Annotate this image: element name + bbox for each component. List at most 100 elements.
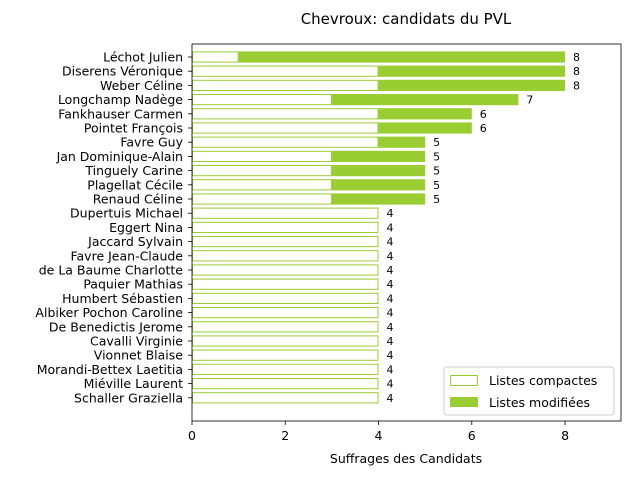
y-tick-label: Paquier Mathias xyxy=(83,277,183,292)
x-tick-label: 0 xyxy=(188,428,196,443)
y-tick-label: Schaller Graziella xyxy=(74,390,183,405)
data-label: 8 xyxy=(573,65,580,78)
y-tick-label: Tinguely Carine xyxy=(84,163,183,178)
bar-compact xyxy=(192,165,332,177)
y-tick-label: Jan Dominique-Alain xyxy=(56,149,183,164)
bar-compact xyxy=(192,349,379,361)
bar-compact xyxy=(192,136,379,148)
x-axis-label: Suffrages des Candidats xyxy=(330,451,482,466)
y-tick-label: Plagellat Cécile xyxy=(87,177,183,192)
x-tick-label: 8 xyxy=(561,428,569,443)
y-tick-label: Weber Céline xyxy=(100,78,183,93)
y-tick-label: Favre Guy xyxy=(120,135,183,150)
chart-title: Chevroux: candidats du PVL xyxy=(301,10,512,28)
data-label: 4 xyxy=(387,363,394,376)
y-tick-label: Pointet François xyxy=(84,121,183,136)
bar-modified xyxy=(331,94,519,106)
legend-swatch-modified xyxy=(450,397,478,407)
x-tick-labels: 0 2 4 6 8 xyxy=(188,421,569,443)
data-label: 5 xyxy=(433,193,440,206)
legend-label-compact: Listes compactes xyxy=(489,373,597,388)
data-label: 8 xyxy=(573,79,580,92)
data-label: 6 xyxy=(480,122,487,135)
bar-compact xyxy=(192,321,379,333)
data-label: 4 xyxy=(387,378,394,391)
bar-modified xyxy=(378,79,566,91)
bar-compact xyxy=(192,307,379,319)
data-label: 5 xyxy=(433,179,440,192)
bar-compact xyxy=(192,392,379,404)
legend: Listes compactes Listes modifiées xyxy=(443,366,615,416)
bar-compact xyxy=(192,335,379,347)
bar-modified xyxy=(378,136,426,148)
data-label: 5 xyxy=(433,165,440,178)
bar-compact xyxy=(192,221,379,234)
x-tick-label: 6 xyxy=(468,428,476,443)
data-label: 8 xyxy=(573,51,580,64)
bar-compact xyxy=(192,51,239,63)
bar-modified xyxy=(378,65,566,77)
bar-compact xyxy=(192,378,379,390)
y-tick-label: Diserens Véronique xyxy=(62,64,183,79)
y-tick-label: Vionnet Blaise xyxy=(94,348,184,363)
data-label: 4 xyxy=(387,349,394,362)
y-tick-label: Humbert Sébastien xyxy=(62,291,183,306)
bar-modified xyxy=(238,51,566,63)
bar-compact xyxy=(192,150,332,163)
plot-frame xyxy=(191,43,622,422)
data-label: 4 xyxy=(387,264,394,277)
legend-box xyxy=(443,366,615,416)
bar-compact xyxy=(192,236,379,248)
bar-compact xyxy=(192,250,379,262)
data-label: 4 xyxy=(387,221,394,234)
bar-modified xyxy=(378,122,472,134)
bar-compact xyxy=(192,278,379,290)
x-tick-label: 2 xyxy=(281,428,289,443)
bars-group xyxy=(192,51,566,404)
bar-compact xyxy=(192,94,332,106)
y-tick-label: Eggert Nina xyxy=(109,220,183,235)
axes-frame xyxy=(191,43,622,422)
bar-compact xyxy=(192,292,379,304)
bar-compact xyxy=(192,363,379,375)
y-tick-label: Albiker Pochon Caroline xyxy=(35,305,183,320)
bar-modified xyxy=(331,179,426,191)
bar-modified xyxy=(331,150,426,162)
bar-compact xyxy=(192,179,332,191)
data-label: 4 xyxy=(387,321,394,334)
bar-compact xyxy=(192,79,379,92)
y-tick-label: Renaud Céline xyxy=(93,192,184,207)
data-label: 4 xyxy=(387,307,394,320)
y-tick-label: Miéville Laurent xyxy=(84,376,183,391)
y-tick-label: Léchot Julien xyxy=(103,50,183,65)
bar-compact xyxy=(192,108,379,120)
data-label: 4 xyxy=(387,292,394,305)
bar-modified xyxy=(331,193,426,205)
bar-compact xyxy=(192,193,332,205)
y-tick-label: Fankhauser Carmen xyxy=(58,106,183,121)
bar-compact xyxy=(192,207,379,219)
data-label: 4 xyxy=(387,335,394,348)
y-tick-label: De Benedictis Jerome xyxy=(49,319,183,334)
data-label: 7 xyxy=(526,94,533,107)
data-label: 4 xyxy=(387,278,394,291)
data-label: 4 xyxy=(387,392,394,405)
bar-compact xyxy=(192,264,379,276)
y-tick-label: Jaccard Sylvain xyxy=(87,234,183,249)
y-tick-label: Favre Jean-Claude xyxy=(70,248,183,263)
y-tick-label: Cavalli Virginie xyxy=(90,334,183,349)
legend-label-modified: Listes modifiées xyxy=(489,395,590,410)
y-tick-label: de La Baume Charlotte xyxy=(39,263,184,278)
bar-modified xyxy=(378,108,472,120)
data-label: 4 xyxy=(387,207,394,220)
y-tick-label: Morandi-Bettex Laetitia xyxy=(37,362,183,377)
data-label: 5 xyxy=(433,150,440,163)
y-tick-label: Dupertuis Michael xyxy=(70,206,183,221)
x-tick-label: 4 xyxy=(375,428,383,443)
bar-compact xyxy=(192,65,379,77)
legend-swatch-compact xyxy=(450,375,478,386)
data-label: 4 xyxy=(387,236,394,249)
